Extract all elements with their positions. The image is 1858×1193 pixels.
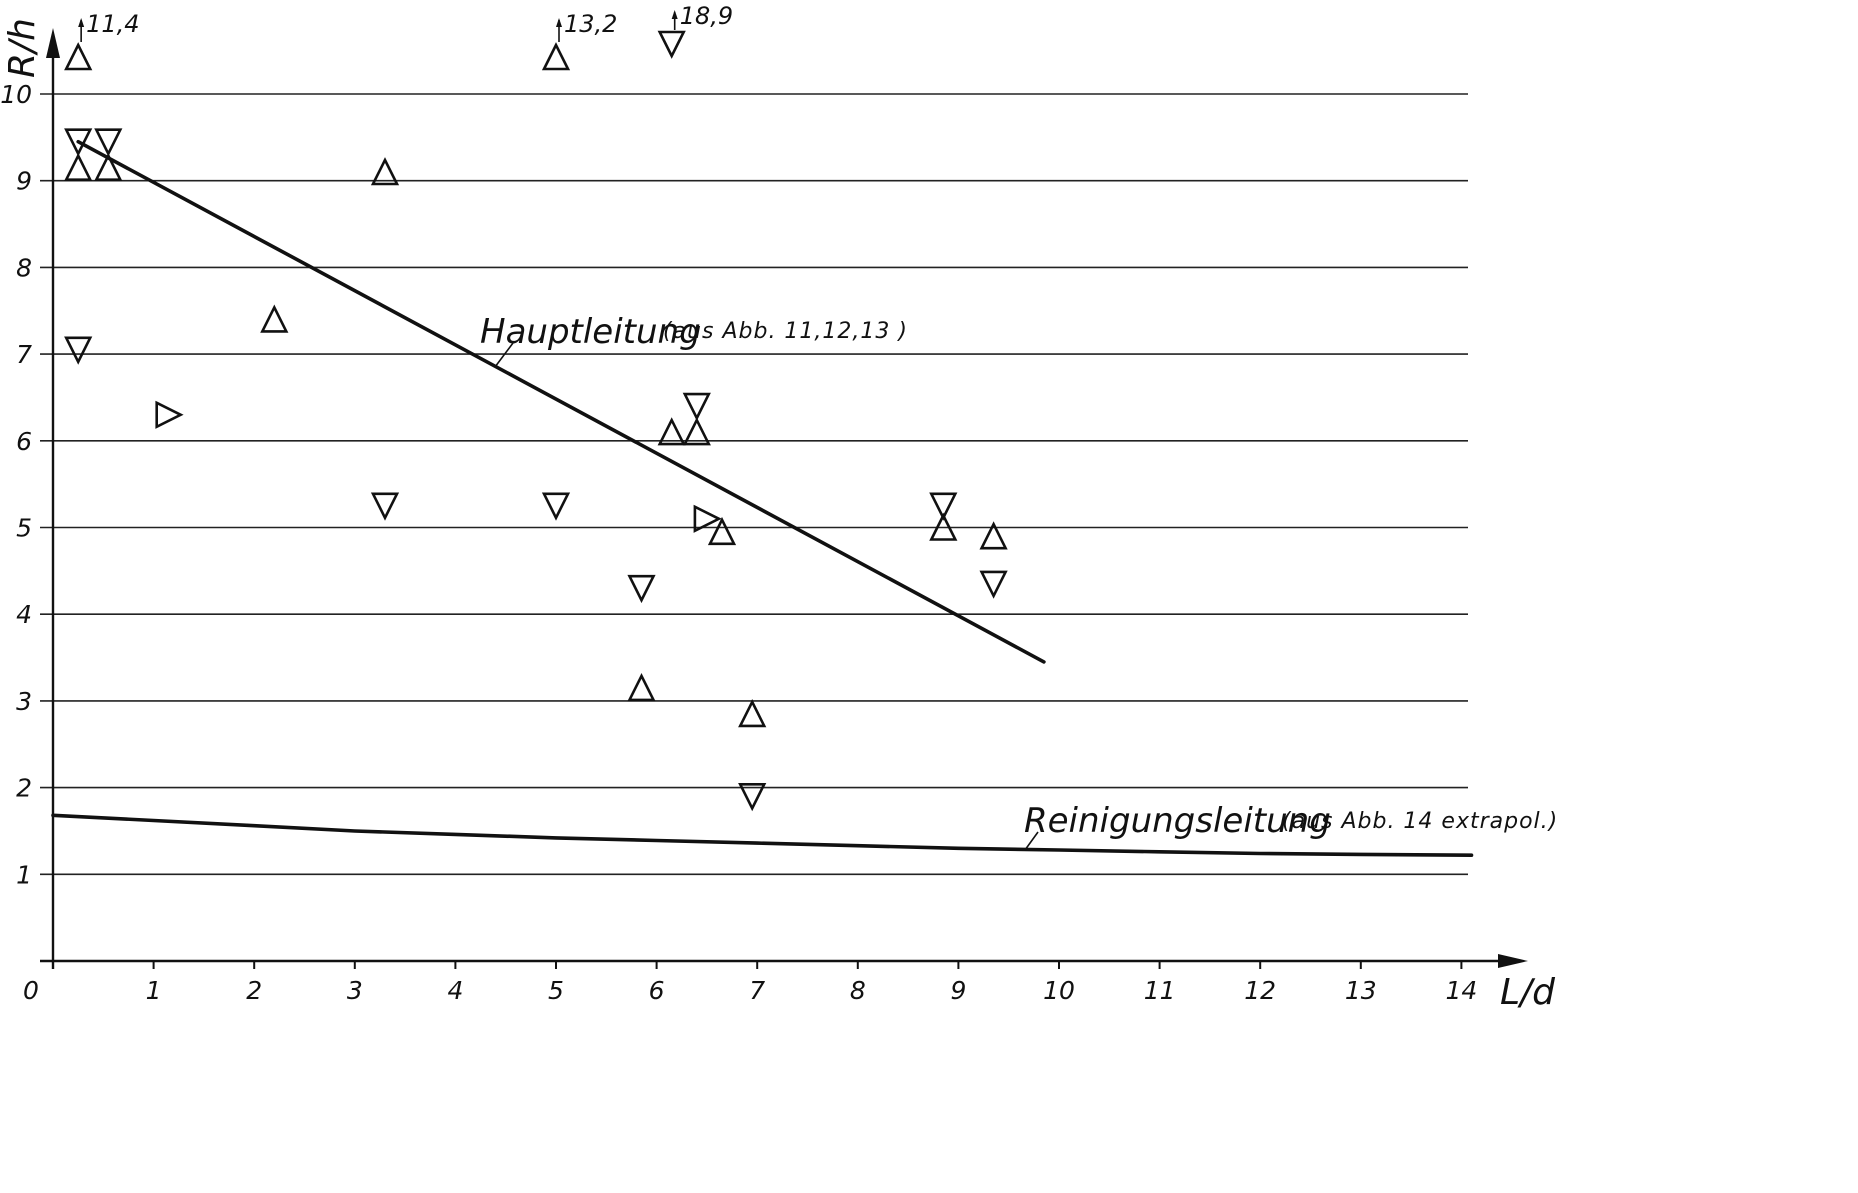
reinigungsleitung-note: (aus Abb. 14 extrapol.) [1282,809,1558,834]
marker-triangle-down-9 [979,570,1008,599]
y-axis-label: R/h [2,18,43,78]
hauptleitung-note: (aus Abb. 11,12,13 ) [663,319,908,344]
marker-triangle-up-1 [94,152,123,181]
y-axis-arrow [46,28,60,58]
x-tick-label-4: 4 [447,976,463,1005]
line-hauptleitung [76,139,1046,664]
x-tick-label-6: 6 [649,976,665,1005]
marker-triangle-up-2 [260,304,289,333]
chart-labels: L/d R/h Hauptleitung (aus Abb. 11,12,13 … [2,18,1558,1013]
marker-triangle-down-2 [64,336,93,365]
x-tick-label-3: 3 [347,976,363,1005]
y-tick-label-6: 6 [16,427,32,456]
y-tick-label-3: 3 [16,687,32,716]
marker-triangle-down-8 [929,492,958,521]
marker-triangle-up-8 [738,698,767,728]
reinigungsleitung-label: Reinigungsleitung [1024,801,1331,841]
x-tick-label-13: 13 [1345,976,1377,1005]
y-tick-label-7: 7 [16,340,32,369]
x-tick-label-1: 1 [146,976,162,1005]
marker-triangle-up-6 [707,516,737,546]
x-tick-label-8: 8 [850,976,866,1005]
data-markers: 11,4 13,2 18,9 [64,2,1008,812]
offscale-arrowhead-0 [78,18,85,27]
x-tick-label-11: 11 [1144,976,1176,1005]
x-tick-label-14: 14 [1445,976,1477,1005]
marker-triangle-right-0 [155,400,184,429]
x-tick-label-0: 0 [23,976,39,1005]
marker-triangle-up-5 [682,417,711,446]
x-axis-label: L/d [1500,972,1556,1013]
marker-triangle-up-4 [657,417,686,446]
offscale-label-1: 13,2 [564,10,617,38]
x-tick-label-7: 7 [749,976,765,1005]
hauptleitung-label: Hauptleitung [480,312,701,352]
marker-triangle-down-3 [370,492,400,521]
y-tick-label-4: 4 [16,600,32,629]
y-tick-label-8: 8 [16,253,32,282]
x-tick-label-9: 9 [950,976,966,1005]
y-tick-label-1: 1 [16,860,32,889]
x-tick-label-5: 5 [548,976,564,1005]
offscale-arrowhead-1 [556,18,562,27]
y-tick-label-2: 2 [16,774,32,803]
offscale-label-2: 18,9 [680,2,733,30]
marker-triangle-down-5 [682,392,711,422]
marker-triangle-up-10 [979,521,1008,550]
y-tick-label-5: 5 [16,514,32,543]
marker-triangle-up-0 [64,152,93,181]
marker-triangle-right-1 [693,504,722,533]
offscale-marker-1 [541,42,571,71]
x-tick-label-2: 2 [246,976,262,1005]
x-axis-arrow [1498,954,1528,968]
y-tick-label-10: 10 [0,80,32,109]
reinigungsleitung-leader [1024,831,1039,851]
marker-triangle-up-9 [929,512,958,541]
gridlines [40,93,1468,876]
hauptleitung-leader [494,342,514,368]
offscale-marker-2 [657,30,686,59]
offscale-arrowhead-2 [671,10,678,19]
marker-triangle-down-7 [738,782,767,812]
offscale-label-0: 11,4 [86,10,139,38]
marker-triangle-up-3 [370,157,400,186]
x-tick-label-12: 12 [1244,976,1276,1005]
marker-triangle-down-6 [627,574,656,604]
marker-triangle-down-1 [94,128,123,157]
marker-triangle-up-7 [627,672,656,702]
x-tick-label-10: 10 [1043,976,1075,1005]
marker-triangle-down-4 [541,492,571,521]
line-reinigungsleitung [51,813,1474,857]
marker-triangle-down-0 [64,128,93,157]
fit-lines [51,139,1474,857]
offscale-marker-0 [64,42,93,71]
y-tick-label-9: 9 [16,167,32,196]
